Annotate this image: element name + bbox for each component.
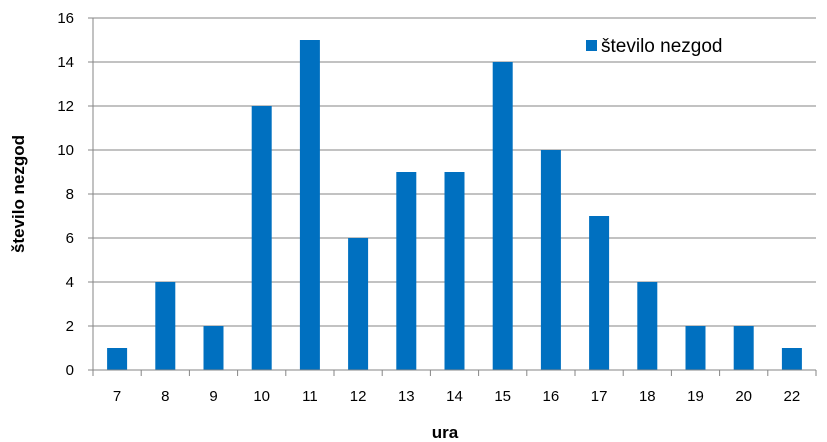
x-tick-label: 17 (591, 388, 608, 405)
y-tick-label: 10 (57, 142, 74, 159)
y-tick-label: 12 (57, 98, 74, 115)
x-tick-label: 10 (253, 388, 270, 405)
bar (348, 238, 368, 370)
x-axis-title: ura (432, 423, 459, 442)
legend-label: število nezgod (601, 36, 722, 57)
y-tick-label: 8 (66, 186, 74, 203)
x-tick-label: 20 (735, 388, 752, 405)
bar (589, 216, 609, 370)
bar-series (107, 40, 802, 370)
x-tick-label: 13 (398, 388, 415, 405)
bar (252, 106, 272, 370)
x-tick-label: 14 (446, 388, 463, 405)
bar (541, 150, 561, 370)
x-tick-label: 16 (543, 388, 560, 405)
x-tick-label: 18 (639, 388, 656, 405)
bar (493, 62, 513, 370)
bar (782, 348, 802, 370)
y-tick-label: 14 (57, 54, 74, 71)
y-tick-labels: 0 2 4 6 8 10 12 14 16 (57, 10, 74, 379)
x-tick-label: 11 (302, 388, 318, 405)
x-tick-label: 12 (350, 388, 367, 405)
bar (107, 348, 127, 370)
x-tick-label: 7 (113, 388, 121, 405)
bar (396, 172, 416, 370)
y-axis-title: število nezgod (9, 135, 28, 253)
x-tick-label: 22 (784, 388, 801, 405)
x-tick-label: 9 (209, 388, 217, 405)
bar (445, 172, 465, 370)
legend: število nezgod (586, 36, 722, 57)
y-tick-label: 0 (66, 362, 74, 379)
y-tick-label: 2 (66, 318, 74, 335)
bar (686, 326, 706, 370)
x-tick-label: 15 (494, 388, 511, 405)
bar (204, 326, 224, 370)
x-tick-labels: 7 8 9 10 11 12 13 14 15 16 17 18 19 20 22 (113, 388, 800, 405)
y-tick-label: 6 (66, 230, 74, 247)
y-tick-label: 4 (66, 274, 74, 291)
bar (734, 326, 754, 370)
x-tick-label: 19 (687, 388, 704, 405)
y-tick-label: 16 (57, 10, 74, 27)
bar (155, 282, 175, 370)
bar (637, 282, 657, 370)
x-tick-label: 8 (161, 388, 169, 405)
bar (300, 40, 320, 370)
legend-swatch (586, 40, 597, 51)
